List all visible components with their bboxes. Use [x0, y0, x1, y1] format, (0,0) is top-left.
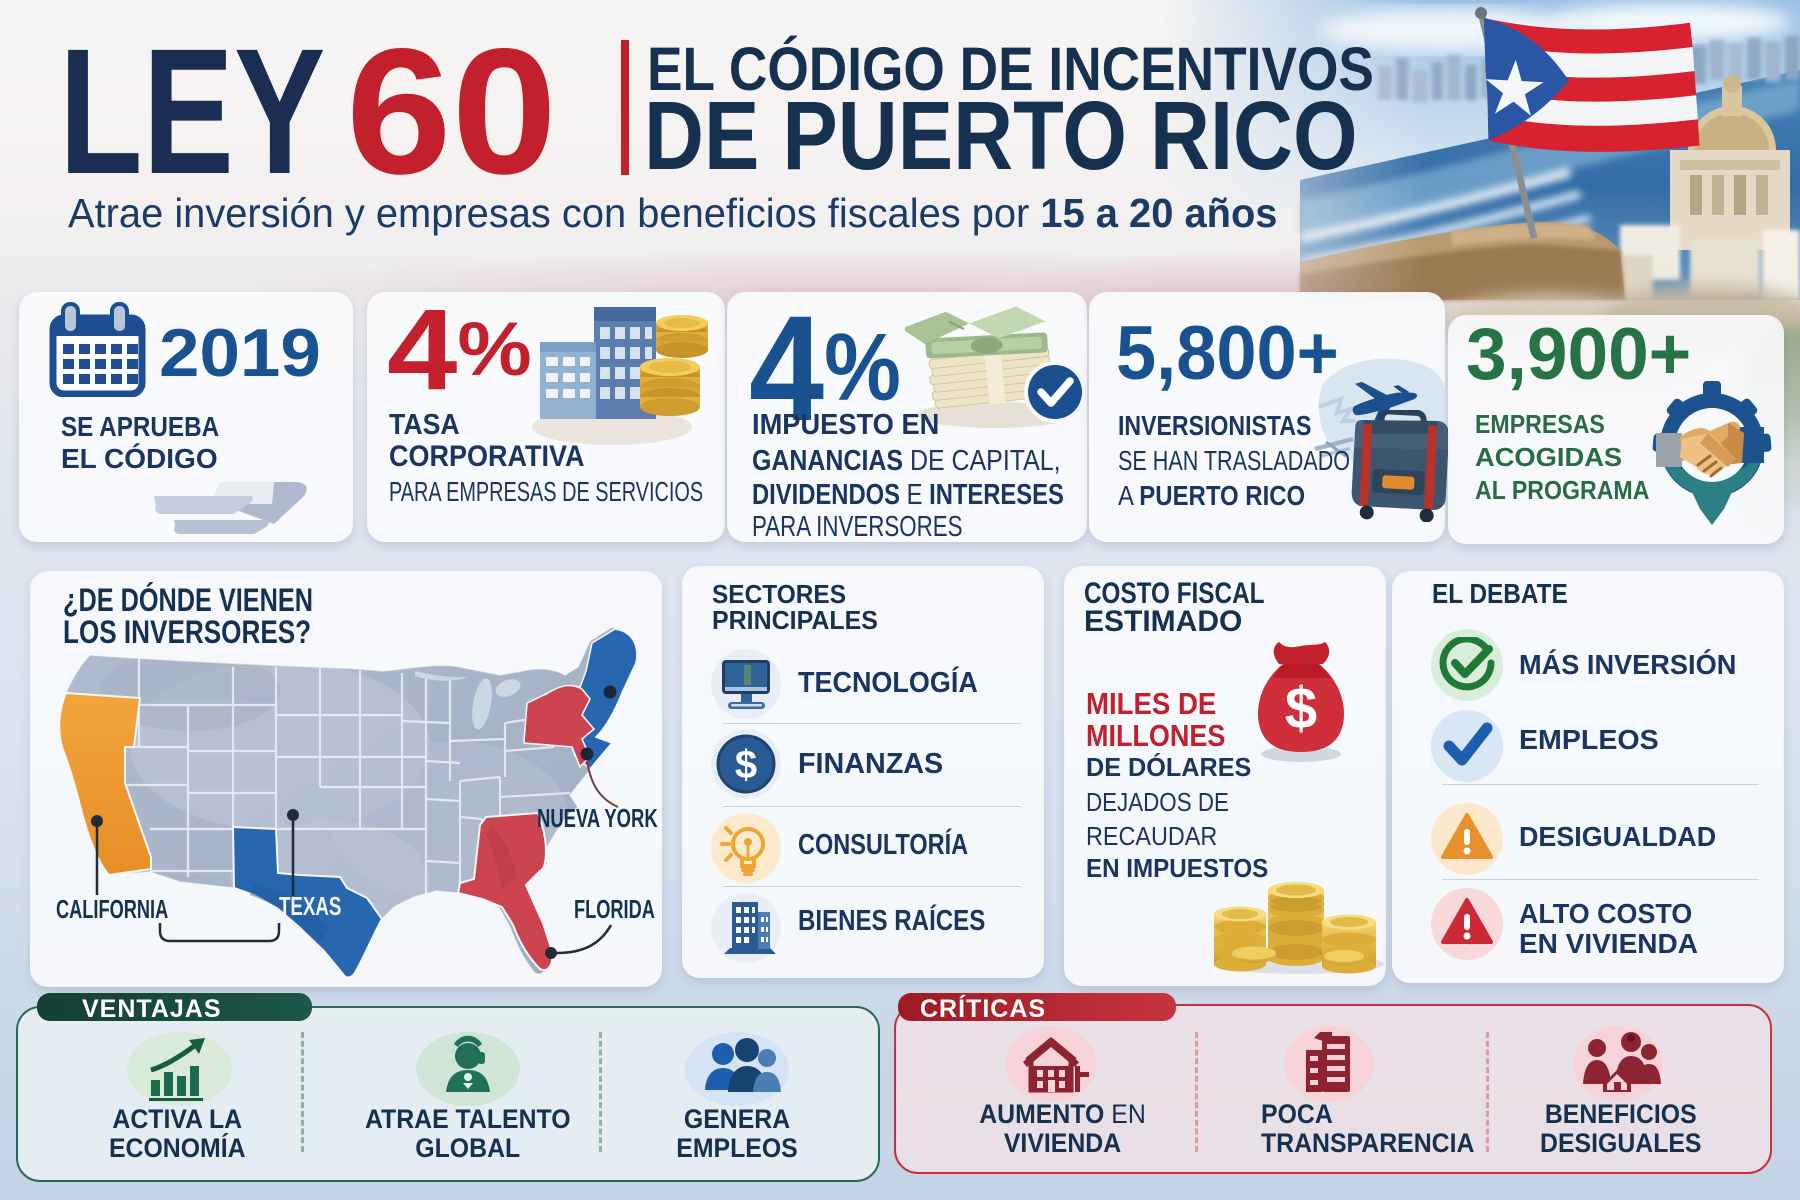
svg-text:$: $ [1285, 676, 1317, 741]
svg-text:$: $ [735, 743, 757, 787]
